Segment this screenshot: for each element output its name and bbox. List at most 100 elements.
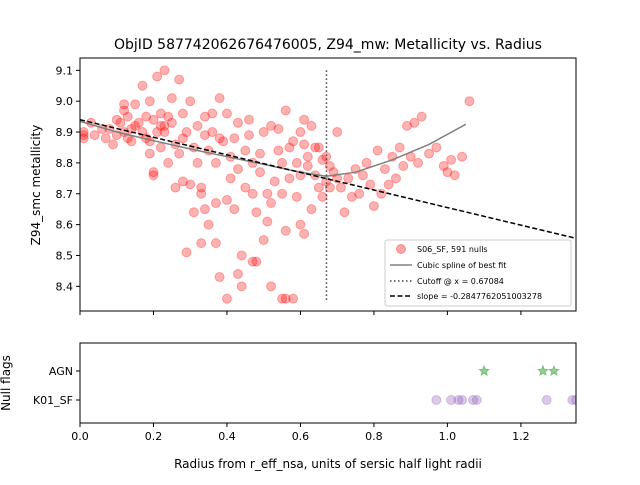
data-point: [262, 216, 273, 227]
data-point: [130, 99, 141, 110]
y-tick-label: 8.9: [56, 126, 74, 139]
data-point: [324, 182, 335, 193]
metallicity-panel: 8.4 8.5 8.6 8.7 8.8 8.9 9.0 9.1 Z94_smc metalli…: [29, 57, 577, 315]
data-point: [177, 108, 188, 119]
data-point: [159, 127, 170, 138]
legend: S06_SF, 591 nulls Cubic spline of best f…: [384, 239, 572, 307]
data-point: [155, 108, 166, 119]
data-point: [137, 80, 148, 91]
data-point: [89, 130, 100, 141]
data-point: [401, 120, 412, 131]
y-tick-label: 8.8: [56, 157, 74, 170]
k01-flag-marker: [471, 395, 482, 405]
data-point: [196, 182, 207, 193]
data-point: [148, 170, 159, 181]
data-point: [277, 188, 288, 199]
data-point: [152, 71, 163, 82]
data-point: [210, 238, 221, 249]
x-tick-label: 0.0: [71, 430, 89, 443]
data-point: [398, 160, 409, 171]
x-tick-label: 1.0: [439, 430, 457, 443]
data-point: [203, 219, 214, 230]
x-tick-label: 0.2: [145, 430, 163, 443]
data-point: [196, 188, 207, 199]
chart-title: ObjID 587742062676476005, Z94_mw: Metall…: [114, 37, 542, 53]
data-point: [192, 120, 203, 131]
data-point: [438, 160, 449, 171]
data-point: [365, 179, 376, 190]
data-point: [299, 139, 310, 150]
data-point: [236, 250, 247, 261]
data-point: [214, 133, 225, 144]
data-point: [299, 114, 310, 125]
data-point: [251, 256, 262, 267]
data-point: [111, 114, 122, 125]
y-tick-label: 9.1: [56, 64, 74, 77]
data-point: [449, 170, 460, 181]
data-point: [126, 123, 137, 134]
data-point: [258, 127, 269, 138]
data-point: [266, 198, 277, 209]
data-point: [221, 194, 232, 205]
data-point: [207, 108, 218, 119]
data-point: [108, 139, 119, 150]
data-point: [185, 96, 196, 107]
data-point: [170, 182, 181, 193]
data-point: [313, 142, 324, 153]
data-point: [174, 148, 185, 159]
agn-flag-marker: [547, 364, 560, 377]
x-tick-label: 1.2: [512, 430, 530, 443]
agn-flag-marker: [478, 364, 491, 377]
data-point: [361, 157, 372, 168]
data-point: [291, 157, 302, 168]
data-point: [335, 182, 346, 193]
data-point: [277, 293, 288, 304]
data-point: [199, 204, 210, 215]
data-point: [390, 173, 401, 184]
data-point: [354, 188, 365, 199]
data-point: [332, 173, 343, 184]
data-point: [185, 179, 196, 190]
data-point: [295, 127, 306, 138]
data-point: [251, 207, 262, 218]
data-point: [255, 167, 266, 178]
data-point: [258, 235, 269, 246]
data-point: [244, 130, 255, 141]
legend-slope-label: slope = -0.2847762051003278: [417, 292, 542, 301]
y-tick-label: 8.6: [56, 219, 74, 232]
data-point: [379, 164, 390, 175]
category-tick-label: AGN: [49, 365, 73, 378]
data-point: [159, 120, 170, 131]
data-point: [152, 127, 163, 138]
data-point: [80, 133, 89, 144]
null-flags-panel: AGN K01_SF 0.0 0.2 0.4 0.6 0.8 1.0 1.2 Null flag…: [0, 342, 577, 471]
data-point: [225, 173, 236, 184]
data-point: [163, 157, 174, 168]
k01-flag-marker: [431, 395, 442, 405]
data-point: [302, 151, 313, 162]
data-point: [262, 188, 273, 199]
data-point: [306, 120, 317, 131]
data-point: [119, 99, 130, 110]
data-point: [207, 127, 218, 138]
data-point: [115, 117, 126, 128]
data-point: [232, 164, 243, 175]
data-point: [214, 93, 225, 104]
slope-line: [80, 118, 576, 240]
data-point: [332, 127, 343, 138]
data-point: [255, 148, 266, 159]
data-point: [376, 188, 387, 199]
data-point: [284, 142, 295, 153]
bottom-axes-frame: [79, 342, 577, 424]
k01-flag-marker: [457, 395, 468, 405]
data-point: [210, 157, 221, 168]
data-point: [196, 238, 207, 249]
data-point: [266, 281, 277, 292]
data-point: [372, 145, 383, 156]
k01-flag-marker: [541, 395, 552, 405]
data-point: [100, 133, 111, 144]
data-point: [126, 136, 137, 147]
data-point: [174, 74, 185, 85]
x-axis-label: Radius from r_eff_nsa, units of sersic h…: [174, 457, 482, 471]
y-tick-label: 8.5: [56, 249, 74, 262]
